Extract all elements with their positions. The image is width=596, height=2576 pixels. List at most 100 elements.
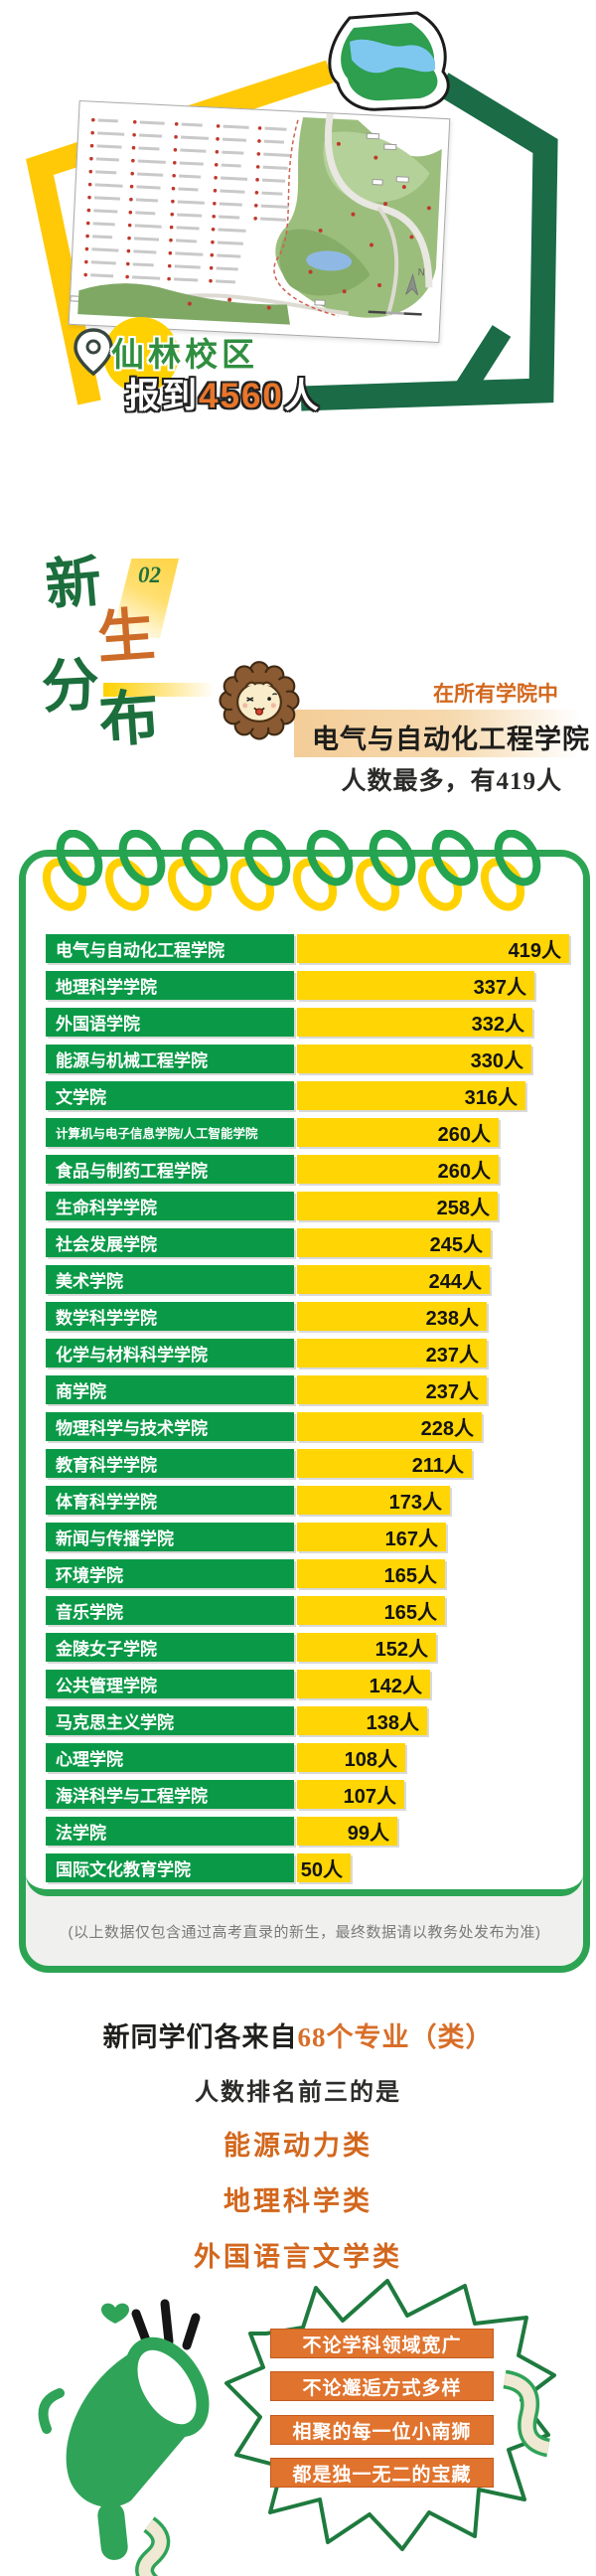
table-row: 化学与材料科学学院 237人: [46, 1339, 575, 1368]
map-lake: [306, 250, 353, 271]
bar-value: 107人: [343, 1786, 396, 1808]
bar-label: 物理科学与技术学院: [46, 1412, 294, 1441]
bar-value: 258人: [436, 1198, 490, 1219]
table-row: 国际文化教育学院 50人: [46, 1853, 575, 1882]
chart-footnote-band: (以上数据仅包含通过高考直录的新生，最终数据请以教务处发布为准): [26, 1896, 583, 1966]
chart-footnote: (以上数据仅包含通过高考直录的新生，最终数据请以教务处发布为准): [68, 1923, 541, 1941]
bar-value: 332人: [471, 1014, 524, 1036]
campus-badge-circle: [103, 317, 179, 393]
table-row: 外国语学院 332人: [46, 1008, 575, 1037]
bar-value: 244人: [428, 1271, 482, 1293]
bar: 50人: [297, 1853, 351, 1882]
table-row: 音乐学院 165人: [46, 1596, 575, 1625]
majors-summary: 新同学们各来自68个专业（类） 人数排名前三的是 能源动力类 地理科学类 外国语…: [0, 2015, 596, 2274]
college-bar-chart-card: 电气与自动化工程学院 419人 地理科学学院 337人 外国语学院 332人 能…: [19, 850, 590, 1973]
bar-label: 教育科学学院: [46, 1449, 294, 1478]
bar-label: 法学院: [46, 1817, 294, 1846]
bar-label: 环境学院: [46, 1559, 294, 1588]
campus-map-graphic: N: [70, 112, 442, 325]
bar-value: 167人: [384, 1529, 438, 1550]
bar-label: 外国语学院: [46, 1008, 294, 1037]
green-frame-dash: [455, 325, 512, 395]
bar: 258人: [297, 1192, 498, 1220]
bar: 245人: [297, 1228, 491, 1257]
campus-map: N: [68, 100, 451, 343]
college-highlight-band: [294, 710, 580, 757]
bar: 165人: [297, 1559, 445, 1588]
bar-label: 社会发展学院: [46, 1228, 294, 1257]
section-title-char-3: 分: [40, 652, 101, 721]
bar-value: 152人: [374, 1639, 428, 1661]
bar-value: 337人: [473, 977, 526, 999]
outro-section: 不论学科领域宽广 不论邂逅方式多样 相聚的每一位小南狮 都是独一无二的宝藏: [0, 2276, 596, 2576]
compass-label: N: [417, 267, 425, 278]
map-blob-icon: [328, 11, 450, 111]
bar-label: 国际文化教育学院: [46, 1853, 294, 1882]
map-scale-bar: [368, 310, 422, 316]
bar-value: 419人: [508, 940, 561, 962]
bar-value: 99人: [347, 1823, 389, 1845]
table-row: 环境学院 165人: [46, 1559, 575, 1588]
bar: 138人: [297, 1706, 427, 1735]
bar-label: 新闻与传播学院: [46, 1523, 294, 1551]
heart-icon: [101, 2303, 129, 2324]
bar-label: 计算机与电子信息学院/人工智能学院: [46, 1118, 294, 1147]
bar: 244人: [297, 1265, 490, 1294]
green-frame-line: [300, 73, 558, 411]
bar: 211人: [297, 1449, 472, 1478]
bar: 337人: [297, 971, 534, 1000]
campus-name: 仙林校区: [111, 336, 258, 373]
bar-value: 316人: [464, 1087, 518, 1109]
bar-value: 260人: [437, 1124, 491, 1146]
bar-label: 数学科学学院: [46, 1302, 294, 1331]
table-row: 数学科学学院 238人: [46, 1302, 575, 1331]
table-row: 法学院 99人: [46, 1817, 575, 1846]
bar: 165人: [297, 1596, 445, 1625]
chart-body: 电气与自动化工程学院 419人 地理科学学院 337人 外国语学院 332人 能…: [26, 857, 583, 1896]
table-row: 文学院 316人: [46, 1081, 575, 1110]
bar-value: 142人: [369, 1676, 422, 1697]
megaphone-icon: [66, 2336, 210, 2560]
bar-label: 生命科学学院: [46, 1192, 294, 1220]
map-boundary: [273, 119, 339, 317]
map-road: [324, 112, 433, 288]
bar-value: 108人: [344, 1749, 397, 1771]
section-number: 02: [138, 563, 161, 587]
bar: 107人: [297, 1780, 404, 1809]
bar-value: 165人: [383, 1602, 437, 1624]
bar-value: 138人: [366, 1712, 419, 1734]
majors-line1: 新同学们各来自68个专业（类）: [0, 2015, 596, 2054]
bar-value: 173人: [388, 1492, 442, 1514]
compass-icon: N: [405, 267, 425, 296]
bar-rows: 电气与自动化工程学院 419人 地理科学学院 337人 外国语学院 332人 能…: [46, 934, 575, 1890]
outro-banner-3: 相聚的每一位小南狮: [270, 2415, 494, 2445]
bar: 173人: [297, 1486, 450, 1515]
bar-label: 海洋科学与工程学院: [46, 1780, 294, 1809]
bar-label: 金陵女子学院: [46, 1633, 294, 1662]
bar-value: 245人: [429, 1234, 483, 1256]
bar: 152人: [297, 1633, 436, 1662]
table-row: 计算机与电子信息学院/人工智能学院 260人: [46, 1118, 575, 1147]
bar: 330人: [297, 1045, 531, 1073]
table-row: 社会发展学院 245人: [46, 1228, 575, 1257]
bar-value: 165人: [383, 1565, 437, 1587]
bar: 316人: [297, 1081, 525, 1110]
callout-intro: 在所有学院中: [433, 682, 558, 706]
bar-value: 237人: [425, 1381, 479, 1403]
bar: 332人: [297, 1008, 532, 1037]
map-buildings: [70, 132, 409, 315]
table-row: 体育科学学院 173人: [46, 1486, 575, 1515]
bar-value: 237人: [425, 1345, 479, 1367]
arc-accent-icon: [38, 2388, 65, 2434]
bar-label: 商学院: [46, 1375, 294, 1404]
table-row: 美术学院 244人: [46, 1265, 575, 1294]
bar-label: 体育科学学院: [46, 1486, 294, 1515]
bar-label: 文学院: [46, 1081, 294, 1110]
bar-value: 238人: [425, 1308, 479, 1330]
bar-label: 地理科学学院: [46, 971, 294, 1000]
bar: 260人: [297, 1155, 499, 1184]
bar: 99人: [297, 1817, 397, 1846]
bar-label: 化学与材料科学学院: [46, 1339, 294, 1368]
top-major-3: 外国语言文学类: [194, 2242, 402, 2272]
